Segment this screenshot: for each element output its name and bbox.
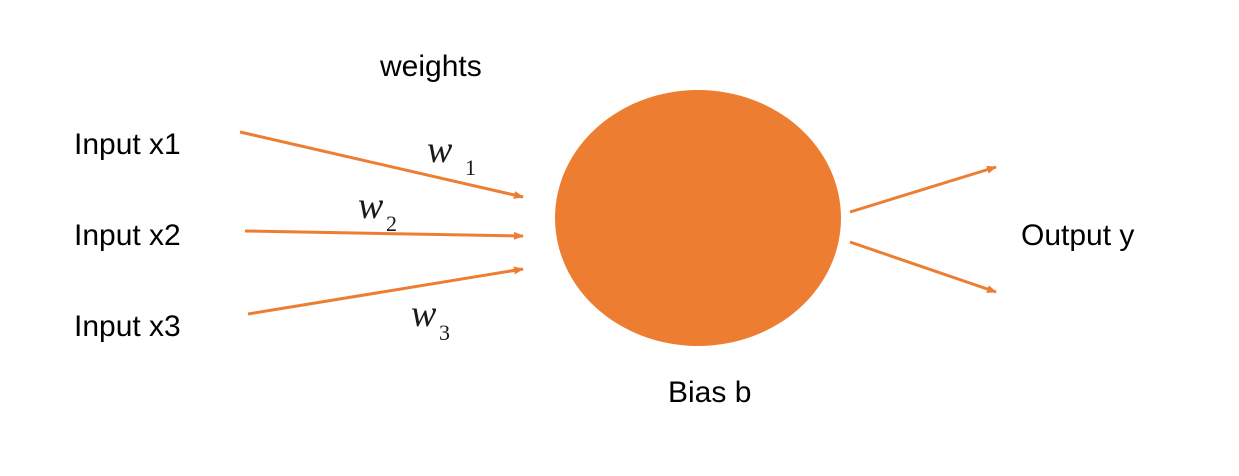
input-x2-label: Input x2 [74, 219, 181, 252]
weight-w2: w 2 [358, 185, 397, 236]
weight-w1-subscript: 1 [465, 155, 476, 180]
weight-w1-symbol: w [427, 129, 453, 171]
weight-w3-subscript: 3 [439, 320, 450, 345]
input-x3-label: Input x3 [74, 310, 181, 343]
weights-label: weights [379, 50, 482, 83]
weight-w2-symbol: w [358, 185, 384, 227]
input-x1-label: Input x1 [74, 128, 181, 161]
bias-label: Bias b [668, 376, 751, 409]
output-arrow-2 [849, 240, 997, 294]
weight-w3: w 3 [411, 293, 450, 345]
input-arrow-2 [244, 229, 524, 240]
neuron-node [555, 90, 841, 346]
output-label: Output y [1021, 219, 1134, 252]
input-arrow-1 [239, 130, 524, 199]
weight-w1: w 1 [427, 129, 476, 180]
input-arrow-3 [247, 266, 524, 316]
weight-w3-symbol: w [411, 293, 437, 335]
output-arrow-1 [849, 165, 997, 214]
weight-w2-subscript: 2 [386, 211, 397, 236]
